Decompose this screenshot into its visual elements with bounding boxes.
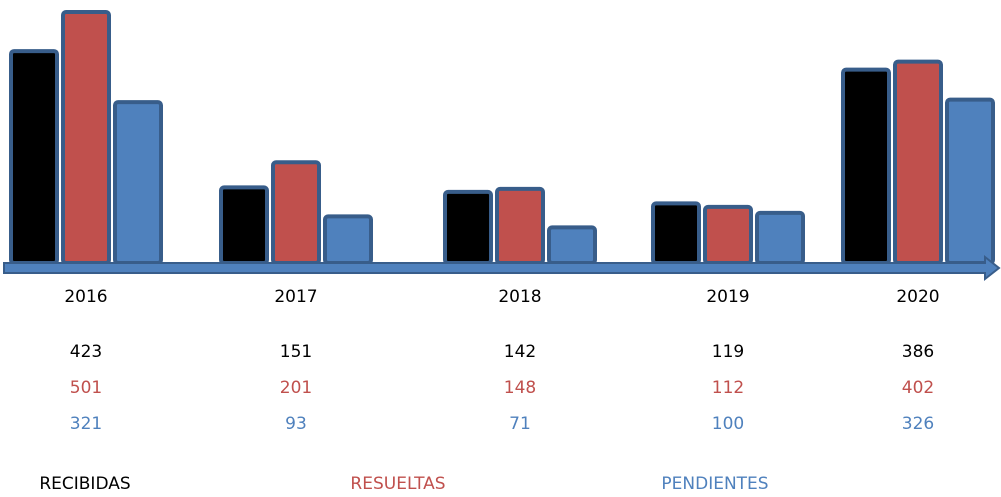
value-label: 423 xyxy=(70,342,102,362)
legend-label: RESUELTAS xyxy=(350,474,445,494)
x-tick-label: 2018 xyxy=(498,287,541,307)
value-label: 148 xyxy=(504,378,536,398)
value-label: 93 xyxy=(285,414,307,434)
value-label: 321 xyxy=(70,414,102,434)
value-label: 100 xyxy=(712,414,744,434)
bar xyxy=(443,189,493,265)
value-label: 142 xyxy=(504,342,536,362)
x-tick-label: 2017 xyxy=(274,287,317,307)
bar xyxy=(61,10,111,265)
legend-label: RECIBIDAS xyxy=(39,474,130,494)
legend-label: PENDIENTES xyxy=(661,474,768,494)
bar xyxy=(271,160,321,266)
bar xyxy=(893,59,943,265)
bar xyxy=(945,97,995,265)
bar xyxy=(219,185,269,265)
x-tick-label: 2020 xyxy=(896,287,939,307)
bar xyxy=(323,214,373,265)
bar xyxy=(9,49,59,265)
value-label: 112 xyxy=(712,378,744,398)
x-tick-label: 2016 xyxy=(64,287,107,307)
value-label: 201 xyxy=(280,378,312,398)
bar xyxy=(703,204,753,266)
x-tick-label: 2019 xyxy=(706,287,749,307)
value-label: 402 xyxy=(902,378,934,398)
bar xyxy=(113,100,163,265)
value-label: 119 xyxy=(712,342,744,362)
bar xyxy=(547,225,597,265)
value-label: 151 xyxy=(280,342,312,362)
bar xyxy=(841,67,891,265)
value-label: 326 xyxy=(902,414,934,434)
bar xyxy=(651,201,701,266)
value-label: 71 xyxy=(509,414,531,434)
value-label: 501 xyxy=(70,378,102,398)
x-axis xyxy=(3,254,1001,282)
axis-arrow xyxy=(3,254,1001,282)
value-label: 386 xyxy=(902,342,934,362)
bar xyxy=(755,210,805,265)
bar xyxy=(495,186,545,265)
